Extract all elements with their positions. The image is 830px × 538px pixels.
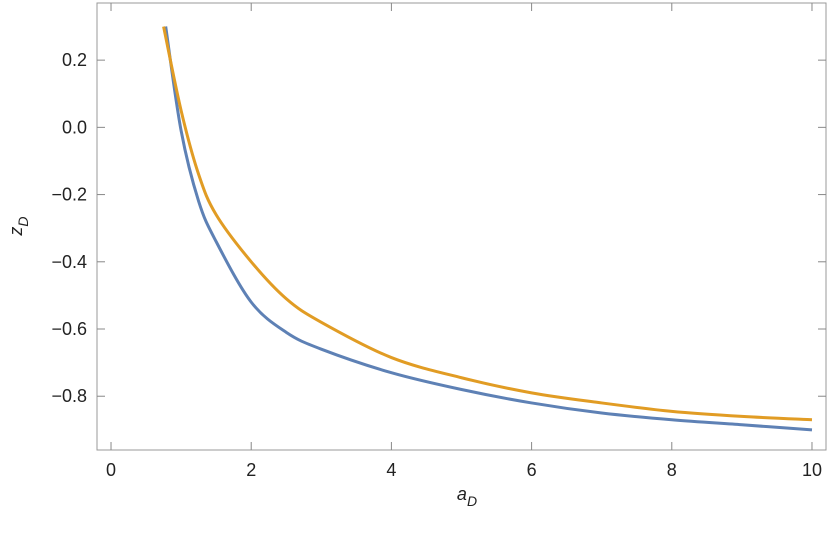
y-tick-label: 0.0 — [62, 117, 87, 137]
series-line — [162, 26, 813, 422]
x-tick-label: 4 — [386, 460, 396, 480]
y-tick-label: −0.6 — [51, 319, 87, 339]
x-label-main: a — [457, 484, 467, 504]
series-line — [164, 26, 813, 432]
y-axis-label: zD — [6, 216, 31, 236]
y-label-sub: D — [15, 216, 31, 226]
y-label-main: z — [6, 227, 26, 237]
x-tick-label: 2 — [246, 460, 256, 480]
y-tick-label: −0.8 — [51, 386, 87, 406]
x-label-sub: D — [467, 493, 477, 509]
x-tick-label: 0 — [106, 460, 116, 480]
x-tick-label: 6 — [527, 460, 537, 480]
x-axis-label: aD — [457, 484, 477, 509]
y-tick-label: −0.2 — [51, 185, 87, 205]
x-tick-label: 10 — [802, 460, 822, 480]
plot-frame — [96, 2, 827, 451]
y-tick-label: −0.4 — [51, 252, 87, 272]
y-tick-label: 0.2 — [62, 50, 87, 70]
x-tick-label: 8 — [667, 460, 677, 480]
